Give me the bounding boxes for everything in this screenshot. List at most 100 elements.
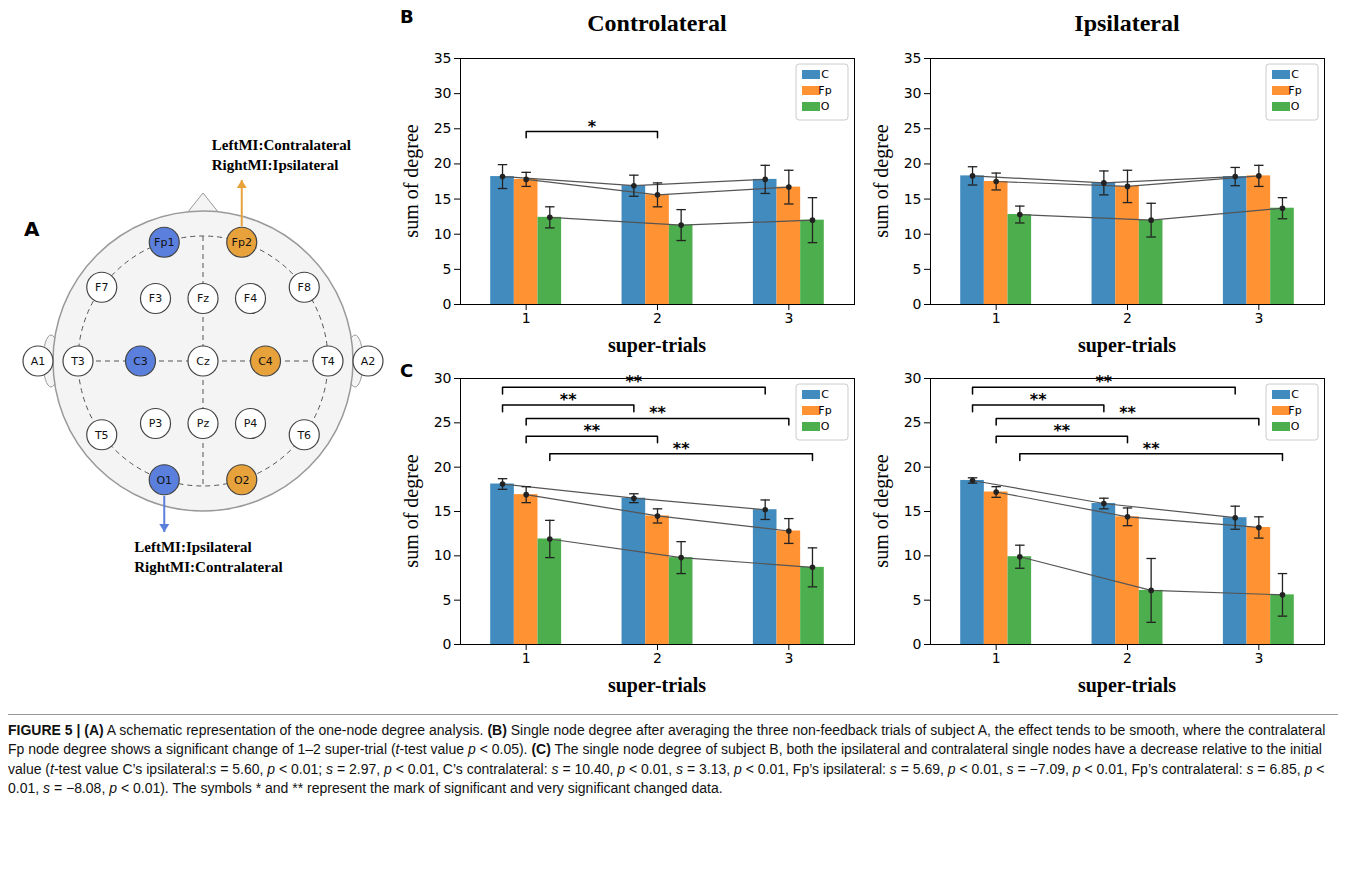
- svg-text:**: **: [1095, 372, 1112, 391]
- svg-text:10: 10: [904, 547, 922, 563]
- svg-text:0: 0: [443, 636, 452, 652]
- svg-text:**: **: [649, 403, 666, 422]
- svg-text:LeftMI:Contralateral: LeftMI:Contralateral: [212, 137, 351, 153]
- svg-text:0: 0: [913, 296, 922, 312]
- html-text:FIGURE 5 | (A) A schematic rep: FIGURE 5 | (A) A schematic representatio…: [8, 722, 1326, 796]
- svg-text:3: 3: [1254, 310, 1263, 326]
- svg-text:O: O: [1291, 100, 1300, 113]
- svg-text:Fz: Fz: [197, 292, 209, 305]
- svg-text:3: 3: [784, 310, 793, 326]
- svg-text:Pz: Pz: [197, 417, 210, 430]
- svg-text:15: 15: [904, 503, 922, 519]
- svg-text:2: 2: [1123, 650, 1132, 666]
- svg-text:LeftMI:Ipsilateral: LeftMI:Ipsilateral: [134, 539, 251, 555]
- svg-text:20: 20: [434, 155, 452, 171]
- svg-text:5: 5: [913, 592, 922, 608]
- svg-text:sum of degree: sum of degree: [400, 454, 423, 567]
- svg-text:**: **: [583, 421, 600, 440]
- svg-text:RightMI:Ipsilateral: RightMI:Ipsilateral: [212, 157, 339, 173]
- svg-text:O: O: [821, 100, 830, 113]
- svg-text:F8: F8: [298, 281, 311, 294]
- svg-text:25: 25: [434, 120, 452, 136]
- svg-text:Fp: Fp: [1288, 404, 1301, 417]
- svg-text:1: 1: [522, 310, 531, 326]
- svg-text:Fp2: Fp2: [232, 236, 252, 249]
- svg-text:RightMI:Contralateral: RightMI:Contralateral: [134, 559, 282, 575]
- svg-text:T5: T5: [94, 429, 109, 442]
- svg-text:T6: T6: [296, 429, 311, 442]
- svg-text:2: 2: [1123, 310, 1132, 326]
- svg-text:**: **: [673, 439, 690, 458]
- svg-text:35: 35: [904, 50, 922, 66]
- svg-text:sum of degree: sum of degree: [870, 124, 893, 237]
- svg-text:O: O: [1291, 420, 1300, 433]
- svg-text:2: 2: [653, 310, 662, 326]
- svg-text:25: 25: [434, 414, 452, 430]
- svg-text:3: 3: [784, 650, 793, 666]
- svg-text:F7: F7: [95, 281, 108, 294]
- svg-text:C: C: [821, 68, 829, 81]
- svg-text:0: 0: [443, 296, 452, 312]
- svg-text:C: C: [821, 388, 829, 401]
- svg-text:20: 20: [904, 155, 922, 171]
- svg-text:O2: O2: [234, 474, 250, 487]
- svg-text:A1: A1: [31, 355, 46, 368]
- svg-text:**: **: [1053, 421, 1070, 440]
- svg-text:super-trials: super-trials: [1078, 334, 1176, 357]
- svg-text:20: 20: [904, 459, 922, 475]
- svg-text:sum of degree: sum of degree: [870, 454, 893, 567]
- svg-text:15: 15: [434, 503, 452, 519]
- svg-text:5: 5: [443, 261, 452, 277]
- svg-text:**: **: [1030, 390, 1047, 409]
- svg-text:P3: P3: [149, 417, 163, 430]
- svg-text:25: 25: [904, 120, 922, 136]
- svg-text:Fp: Fp: [818, 404, 831, 417]
- svg-text:15: 15: [904, 191, 922, 207]
- svg-text:25: 25: [904, 414, 922, 430]
- svg-text:*: *: [588, 117, 597, 136]
- svg-text:super-trials: super-trials: [608, 334, 706, 357]
- svg-text:5: 5: [443, 592, 452, 608]
- svg-text:Cz: Cz: [196, 355, 210, 368]
- svg-text:1: 1: [992, 650, 1001, 666]
- svg-text:30: 30: [904, 85, 922, 101]
- svg-text:C4: C4: [258, 355, 273, 368]
- svg-text:P4: P4: [244, 417, 258, 430]
- svg-text:super-trials: super-trials: [608, 674, 706, 697]
- svg-text:F3: F3: [149, 292, 162, 305]
- svg-text:10: 10: [904, 226, 922, 242]
- svg-text:10: 10: [434, 547, 452, 563]
- svg-text:C3: C3: [133, 355, 148, 368]
- svg-text:**: **: [560, 390, 577, 409]
- svg-text:A: A: [24, 217, 40, 241]
- svg-text:**: **: [1119, 403, 1136, 422]
- svg-text:C: C: [1291, 388, 1299, 401]
- svg-text:Fp: Fp: [1288, 84, 1301, 97]
- svg-text:O1: O1: [156, 474, 172, 487]
- svg-text:30: 30: [434, 370, 452, 386]
- svg-text:F4: F4: [244, 292, 257, 305]
- svg-text:1: 1: [992, 310, 1001, 326]
- svg-text:30: 30: [434, 85, 452, 101]
- svg-text:O: O: [821, 420, 830, 433]
- svg-text:20: 20: [434, 459, 452, 475]
- svg-text:1: 1: [522, 650, 531, 666]
- svg-text:**: **: [1143, 439, 1160, 458]
- svg-text:super-trials: super-trials: [1078, 674, 1176, 697]
- svg-text:30: 30: [904, 370, 922, 386]
- svg-text:2: 2: [653, 650, 662, 666]
- svg-text:A2: A2: [361, 355, 376, 368]
- svg-text:3: 3: [1254, 650, 1263, 666]
- svg-text:0: 0: [913, 636, 922, 652]
- svg-text:15: 15: [434, 191, 452, 207]
- svg-text:T3: T3: [70, 355, 85, 368]
- svg-text:Fp: Fp: [818, 84, 831, 97]
- svg-text:35: 35: [434, 50, 452, 66]
- svg-text:Fp1: Fp1: [154, 236, 174, 249]
- svg-text:sum of degree: sum of degree: [400, 124, 423, 237]
- svg-text:C: C: [1291, 68, 1299, 81]
- svg-text:5: 5: [913, 261, 922, 277]
- svg-text:T4: T4: [320, 355, 335, 368]
- svg-text:10: 10: [434, 226, 452, 242]
- svg-text:**: **: [625, 372, 642, 391]
